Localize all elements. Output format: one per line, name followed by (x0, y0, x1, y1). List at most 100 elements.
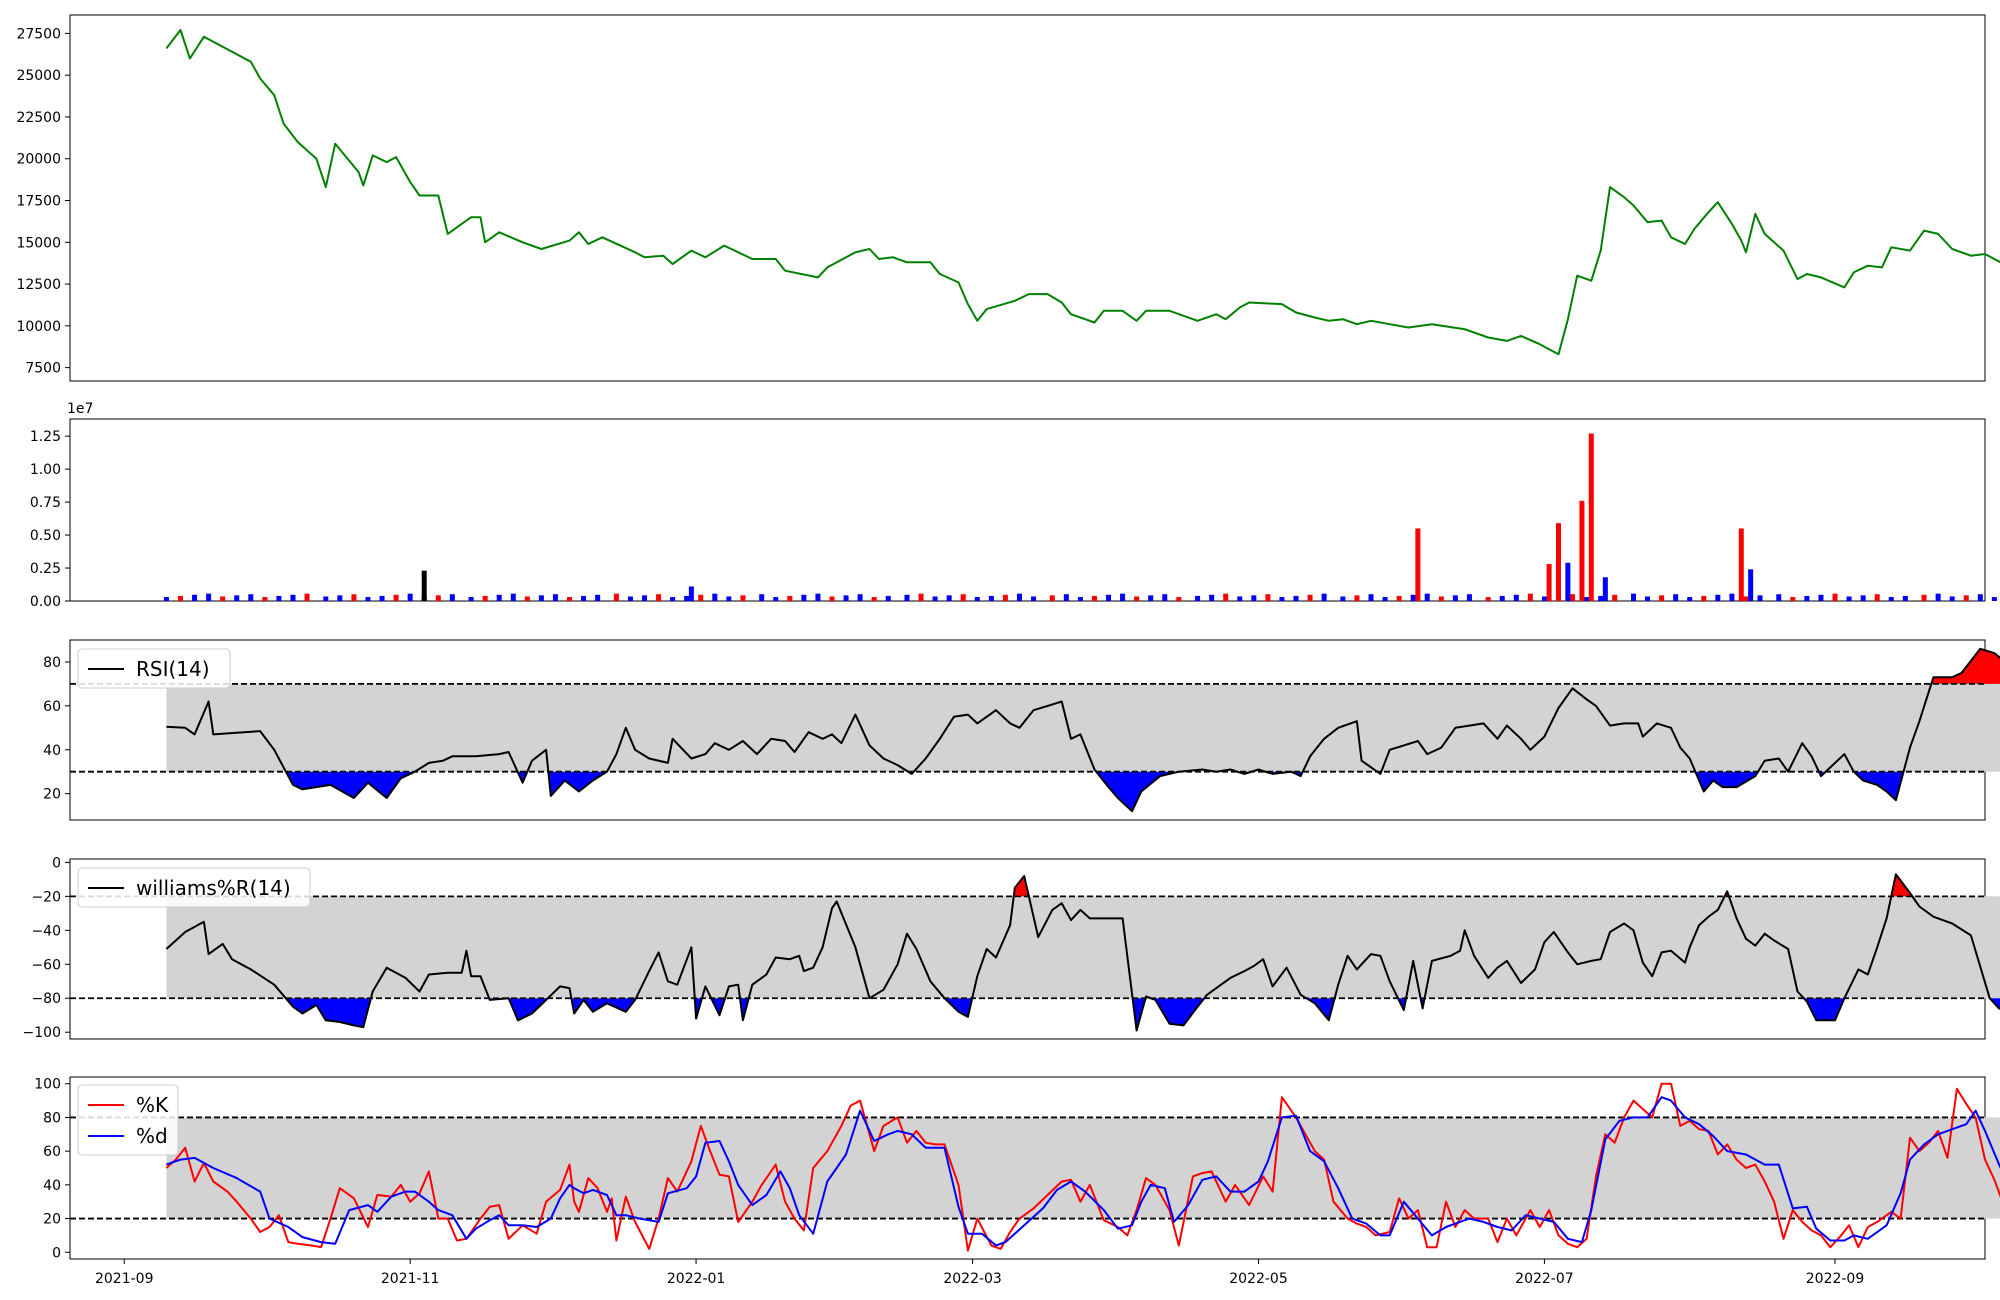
volume-bar (1293, 595, 1299, 601)
williams-oversold-fill (508, 998, 548, 1021)
x-tick-label: 2022-05 (1229, 1271, 1288, 1287)
volume-bar (552, 594, 558, 601)
y-tick-label-volume: 0.00 (30, 594, 61, 610)
volume-bar (1307, 594, 1313, 601)
volume-bar (1748, 569, 1754, 601)
y-tick-label-volume: 0.75 (30, 495, 61, 511)
y-tick-label-williams: −20 (31, 889, 61, 905)
rsi-oversold-fill (285, 771, 415, 798)
volume-bar (1645, 596, 1651, 601)
x-tick-label: 2022-03 (943, 1271, 1002, 1287)
volume-bar (1265, 594, 1271, 601)
volume-bar (567, 597, 573, 601)
volume-bar (435, 595, 441, 601)
y-tick-label-volume: 0.50 (30, 528, 61, 544)
williams-legend-box (77, 867, 311, 908)
volume-bar (1415, 528, 1421, 601)
williams-line (165, 873, 2000, 1032)
volume-bar (857, 594, 863, 601)
volume-bar (698, 594, 704, 601)
volume-bar (1832, 593, 1838, 601)
volume-bar (496, 594, 502, 601)
volume-bar (595, 594, 601, 601)
volume-multiplier-label: 1e7 (67, 401, 93, 417)
y-tick-label-price: 22500 (16, 110, 61, 126)
rsi-legend-box (77, 648, 231, 689)
volume-bar (1935, 593, 1941, 601)
volume-bar (1921, 594, 1927, 601)
volume-bar (974, 597, 980, 601)
volume-bar (234, 595, 240, 601)
volume-bar (1438, 596, 1444, 601)
volume-bar (801, 594, 807, 601)
volume-bar (1818, 594, 1824, 601)
y-tick-label-price: 17500 (16, 194, 61, 210)
stoch-d-line (166, 1096, 2000, 1247)
volume-bar (1874, 594, 1880, 601)
y-tick-label-stochastic: 20 (43, 1212, 61, 1228)
volume-bar (323, 596, 329, 601)
volume-bar (1579, 500, 1585, 601)
volume-bar (613, 593, 619, 601)
volume-bar (1251, 595, 1257, 601)
volume-bar (1091, 595, 1097, 601)
rsi-overbought-fill (1931, 648, 2000, 684)
y-tick-label-volume: 0.25 (30, 561, 61, 577)
band-fill-stochastic (166, 1117, 2000, 1219)
volume-bar (1588, 433, 1594, 601)
williams-overbought-fill (1891, 874, 1913, 897)
volume-bar (1527, 593, 1533, 601)
volume-bar (1148, 595, 1154, 601)
volume-bar (904, 594, 910, 601)
rsi-oversold-fill (1096, 771, 1179, 812)
volume-bar (393, 594, 399, 601)
williams-oversold-fill (1150, 998, 1205, 1026)
volume-bar (163, 597, 169, 601)
stoch-legend-label: %d (136, 1124, 168, 1148)
volume-bar (1223, 593, 1229, 601)
price-line (165, 29, 2000, 356)
volume-bar (482, 595, 488, 601)
y-tick-label-stochastic: 0 (52, 1245, 61, 1261)
x-tick-label: 2021-09 (95, 1271, 154, 1287)
volume-bar (1063, 594, 1069, 601)
volume-bar (1701, 595, 1707, 601)
volume-bar (1002, 594, 1008, 601)
y-tick-label-williams: −80 (31, 991, 61, 1007)
y-tick-label-price: 10000 (16, 319, 61, 335)
volume-bar (1016, 593, 1022, 601)
volume-bar (1630, 593, 1636, 601)
volume-bar (1209, 594, 1215, 601)
volume-bar (1902, 595, 1908, 601)
volume-bar (220, 596, 226, 601)
volume-bar (1077, 597, 1083, 601)
volume-bar (1612, 594, 1618, 601)
volume-bar (688, 586, 694, 601)
rsi-oversold-fill (517, 771, 528, 783)
volume-bar (726, 596, 732, 601)
y-tick-label-volume: 1.25 (30, 429, 61, 445)
volume-bar (1555, 523, 1561, 601)
y-tick-label-stochastic: 100 (34, 1077, 61, 1093)
volume-bar (262, 597, 268, 601)
volume-bar (1757, 595, 1763, 601)
volume-bar (773, 597, 779, 601)
volume-bar (468, 597, 474, 601)
panel-price-frame (69, 14, 1986, 382)
volume-bar (1485, 597, 1491, 601)
volume-bar (1134, 596, 1140, 601)
volume-bar (656, 594, 662, 601)
volume-bar (421, 570, 427, 601)
williams-oversold-fill (285, 998, 371, 1028)
volume-bar (510, 593, 516, 601)
volume-bar (1570, 594, 1576, 601)
y-tick-label-williams: −100 (23, 1025, 61, 1041)
volume-bar (379, 595, 385, 601)
y-tick-label-rsi: 60 (43, 699, 61, 715)
rsi-oversold-fill (1695, 771, 1758, 792)
volume-bar (1738, 528, 1744, 601)
volume-bar (192, 594, 198, 601)
volume-bar (1195, 595, 1201, 601)
stoch-legend-label: %K (136, 1093, 169, 1117)
